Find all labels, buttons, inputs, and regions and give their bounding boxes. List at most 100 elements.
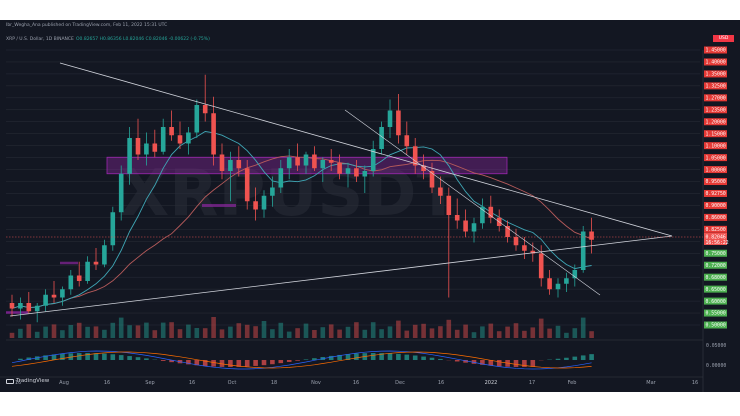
- macd-bar: [387, 353, 393, 360]
- ma-fast-line: [11, 131, 592, 309]
- price-axis: 1.45000 1.40000 1.35000 1.32500 1.27000 1.235…: [6, 46, 729, 392]
- candle-body: [85, 261, 90, 281]
- price-tick: 0.60000: [704, 297, 727, 305]
- candle-body: [488, 206, 494, 218]
- volume-bar: [9, 332, 15, 338]
- candle-body: [202, 105, 208, 114]
- candle-body: [295, 157, 300, 166]
- volume-bar: [505, 326, 510, 338]
- price-tick: 1.35000: [704, 70, 727, 78]
- macd-bar: [522, 360, 527, 367]
- volume-bar: [160, 322, 166, 338]
- price-tag-label: 0.55000: [706, 311, 726, 317]
- candle-body: [480, 206, 485, 224]
- candle-body: [538, 253, 544, 279]
- candle-body: [102, 245, 107, 265]
- candle-body: [572, 270, 578, 279]
- price-tag-label: 1.10000: [706, 143, 726, 149]
- macd-bar: [496, 360, 502, 367]
- candle-body: [337, 162, 342, 174]
- candle-body: [429, 171, 435, 188]
- volume-bar: [169, 322, 174, 338]
- macd-bar: [18, 358, 23, 360]
- price-tag-label: 0.65000: [706, 287, 726, 293]
- volume-bar: [76, 322, 82, 338]
- volume-bar: [68, 325, 74, 338]
- price-tag-bg: [704, 166, 727, 174]
- macd-bar: [93, 353, 99, 360]
- candle: [68, 270, 74, 295]
- macd-bar: [202, 360, 208, 367]
- price-tag-label: 1.15000: [706, 131, 726, 137]
- macd-bar: [228, 360, 233, 367]
- price-tag-label: 1.45000: [706, 48, 726, 54]
- candle: [564, 272, 569, 292]
- macd-bar: [564, 357, 569, 360]
- candle-body: [513, 237, 519, 246]
- candle-body: [244, 168, 250, 202]
- candle: [471, 217, 477, 243]
- current-price-label: 0.82046: [706, 235, 726, 241]
- candle-body: [270, 187, 275, 196]
- price-tag-label: 0.86000: [706, 215, 726, 221]
- macd-bar: [270, 360, 275, 365]
- price-tag-bg: [704, 106, 727, 114]
- price-tick: 1.27000: [704, 94, 727, 102]
- price-tag-label: 1.05000: [706, 155, 726, 161]
- price-tag-bg: [704, 273, 727, 281]
- price-tag-label: 0.72000: [706, 263, 726, 269]
- candle: [236, 146, 242, 177]
- macd-bar: [354, 353, 359, 360]
- candle-body: [26, 303, 32, 312]
- candle: [135, 118, 141, 160]
- breakout-trendline: [344, 109, 601, 296]
- candle-body: [438, 187, 443, 196]
- candle: [110, 206, 116, 251]
- candle-body: [68, 275, 74, 290]
- candle: [43, 289, 48, 312]
- volume-bar: [530, 327, 536, 338]
- price-tick: 1.10000: [704, 142, 727, 149]
- macd-bar: [211, 360, 216, 367]
- candle-body: [530, 250, 536, 254]
- macd-bar: [337, 354, 342, 360]
- volume-bar: [110, 322, 116, 338]
- price-tag-bg: [704, 285, 727, 293]
- candle: [253, 187, 258, 221]
- price-tag-label: 0.92750: [706, 191, 726, 197]
- macd-bar: [169, 360, 174, 363]
- tradingview-logo[interactable]: TradingView: [6, 378, 49, 384]
- candle: [118, 165, 124, 221]
- candle: [547, 270, 552, 295]
- price-tick: 0.72000: [704, 261, 727, 269]
- candle-body: [421, 165, 426, 171]
- volume-bar: [118, 317, 124, 338]
- candle-body: [18, 303, 23, 309]
- candle: [228, 151, 233, 202]
- ma-slow-line: [11, 155, 592, 309]
- macd-bar: [43, 355, 48, 360]
- candle-body: [219, 154, 225, 171]
- price-tag-bg: [704, 309, 727, 317]
- chart-window: XRPUSDT 0.05000 0.00000 1.45000 1.40000 1.3…: [0, 20, 740, 392]
- currency-badge[interactable]: USD: [713, 35, 734, 42]
- candle-body: [34, 305, 40, 312]
- candle: [505, 220, 510, 243]
- candle: [9, 294, 15, 317]
- macd-bar: [589, 354, 594, 360]
- candle: [454, 198, 460, 229]
- volume-bar: [152, 330, 158, 338]
- time-tick-label: Mar: [646, 380, 656, 386]
- volume-bar: [102, 329, 107, 338]
- price-tag-bg: [704, 189, 727, 197]
- volume-bar: [312, 330, 317, 338]
- price-tick: 0.50000: [704, 321, 727, 329]
- candle-body: [589, 231, 594, 240]
- candle-body: [320, 160, 326, 169]
- macd-bar: [370, 353, 376, 360]
- macd-bar: [60, 353, 65, 360]
- macd-bar: [471, 360, 477, 364]
- countdown-label: 16:56:22: [706, 240, 729, 246]
- macd-bar: [76, 353, 82, 360]
